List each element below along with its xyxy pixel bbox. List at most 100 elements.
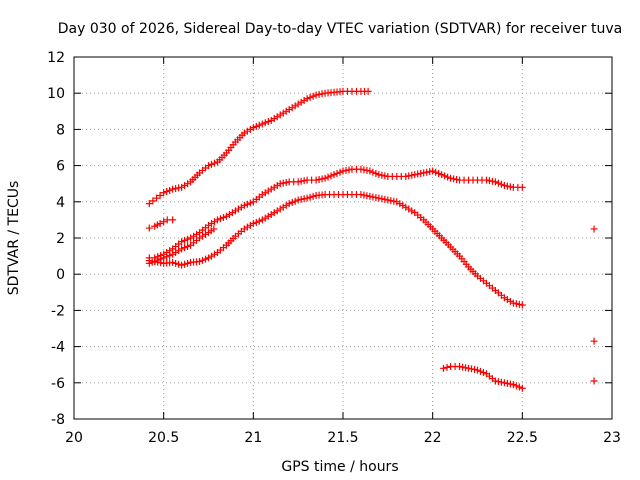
data-point	[205, 162, 212, 170]
data-point	[468, 365, 476, 373]
data-point	[252, 218, 260, 226]
data-point	[390, 197, 398, 205]
x-tick-label: 22	[424, 430, 442, 446]
x-tick-label: 20.5	[148, 430, 179, 446]
y-axis-label: SDTVAR / TECUs	[6, 181, 22, 296]
data-point	[145, 224, 153, 232]
data-point	[515, 383, 523, 391]
data-point	[181, 236, 189, 244]
data-point	[240, 201, 248, 209]
data-point	[590, 377, 598, 385]
data-point	[249, 124, 257, 132]
data-point	[330, 171, 338, 179]
data-point	[590, 337, 598, 345]
y-tick-label: -6	[51, 376, 65, 392]
data-point	[360, 191, 368, 199]
data-point	[175, 260, 183, 268]
scatter-series-series-1	[145, 87, 372, 208]
data-point	[471, 366, 479, 374]
data-point	[196, 258, 204, 266]
data-point	[207, 160, 215, 168]
data-point	[181, 244, 189, 252]
data-point	[364, 87, 372, 95]
data-point	[456, 363, 464, 371]
data-point	[306, 193, 314, 201]
data-point	[199, 256, 207, 264]
data-point	[450, 175, 458, 183]
data-point	[411, 171, 419, 179]
x-axis-label: GPS time / hours	[281, 459, 398, 475]
data-point	[178, 261, 186, 269]
scatter-series-series-5	[145, 225, 218, 267]
data-point	[357, 165, 365, 173]
data-point	[363, 192, 371, 200]
data-point	[506, 380, 514, 388]
data-point	[506, 183, 514, 191]
data-point	[375, 171, 383, 179]
data-point	[476, 367, 484, 375]
data-point	[178, 238, 186, 246]
y-tick-label: 6	[56, 159, 65, 175]
data-point	[184, 235, 192, 243]
data-point	[327, 172, 335, 180]
data-point	[210, 159, 218, 167]
data-point	[178, 245, 186, 253]
data-point	[255, 121, 263, 129]
data-point	[435, 169, 443, 177]
data-point	[169, 185, 177, 193]
data-points	[145, 87, 598, 392]
data-point	[372, 169, 380, 177]
data-point	[459, 363, 467, 371]
data-point	[210, 225, 218, 233]
data-point	[318, 175, 326, 183]
data-point	[282, 178, 290, 186]
data-point	[184, 259, 192, 267]
data-point	[512, 382, 520, 390]
data-point	[414, 170, 422, 178]
data-point	[497, 180, 505, 188]
y-tick-label: 8	[56, 122, 65, 138]
data-point	[285, 200, 293, 208]
data-point	[264, 118, 272, 126]
data-point	[375, 194, 383, 202]
data-point	[246, 199, 254, 207]
data-point	[509, 381, 517, 389]
data-point	[423, 168, 431, 176]
data-point	[145, 200, 153, 208]
data-point	[306, 93, 314, 101]
data-point	[172, 259, 180, 267]
data-point	[297, 195, 305, 203]
data-point	[360, 166, 368, 174]
data-point	[318, 90, 326, 98]
data-point	[438, 171, 446, 179]
data-point	[518, 183, 526, 191]
data-point	[172, 185, 180, 193]
scatter-series-series-6	[439, 363, 526, 392]
data-point	[149, 197, 157, 205]
scatter-series-series-3	[145, 165, 526, 262]
data-point	[378, 171, 386, 179]
data-point	[462, 364, 470, 372]
data-point	[175, 184, 183, 192]
scatter-series-series-4	[145, 191, 526, 309]
data-point	[429, 167, 437, 175]
x-tick-labels: 20 20.5 21 21.5 22 22.5 23	[65, 430, 621, 446]
data-point	[509, 299, 517, 307]
y-tick-label: -8	[51, 412, 65, 428]
data-point	[219, 213, 227, 221]
data-point	[494, 179, 502, 187]
data-point	[503, 379, 511, 387]
data-point	[297, 177, 305, 185]
data-point	[315, 175, 323, 183]
x-tick-label: 20	[65, 430, 83, 446]
data-point	[518, 384, 526, 392]
data-point	[336, 168, 344, 176]
data-point	[512, 300, 520, 308]
data-point	[439, 364, 447, 372]
x-tick-label: 23	[603, 430, 621, 446]
data-point	[381, 195, 389, 203]
data-point	[309, 192, 317, 200]
data-point	[444, 173, 452, 181]
data-point	[321, 174, 329, 182]
data-point	[156, 191, 164, 199]
